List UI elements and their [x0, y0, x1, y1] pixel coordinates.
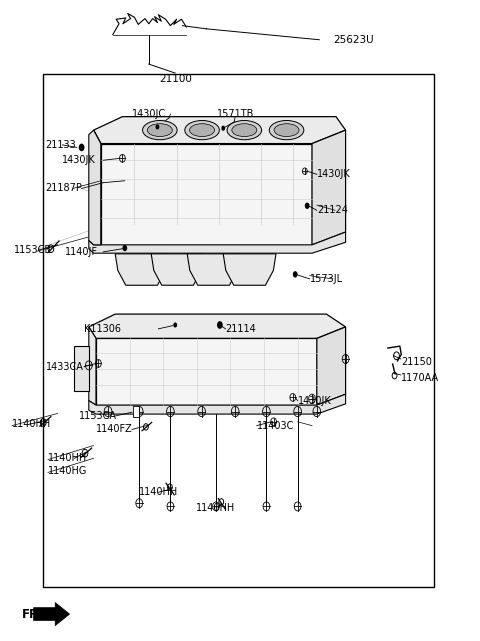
Polygon shape — [187, 254, 240, 285]
Circle shape — [293, 271, 298, 278]
Text: 25623U: 25623U — [334, 35, 374, 45]
Circle shape — [122, 245, 127, 251]
Circle shape — [305, 203, 310, 209]
Text: 1153CB: 1153CB — [14, 245, 52, 255]
Text: 1430JK: 1430JK — [317, 169, 350, 179]
Polygon shape — [223, 254, 276, 285]
Ellipse shape — [274, 124, 299, 137]
Text: K11306: K11306 — [84, 324, 121, 334]
Polygon shape — [89, 314, 346, 338]
Bar — [43, 74, 434, 587]
Polygon shape — [101, 144, 312, 245]
Circle shape — [173, 322, 177, 328]
Polygon shape — [94, 117, 346, 144]
Ellipse shape — [227, 121, 262, 140]
Ellipse shape — [185, 121, 219, 140]
Polygon shape — [94, 130, 101, 245]
Ellipse shape — [143, 121, 177, 140]
Circle shape — [217, 321, 223, 329]
Polygon shape — [115, 254, 168, 285]
Text: FR.: FR. — [22, 608, 44, 620]
Ellipse shape — [269, 121, 304, 140]
Text: 1140HG: 1140HG — [48, 466, 87, 476]
Text: 1140HH: 1140HH — [196, 503, 236, 513]
Polygon shape — [89, 232, 346, 253]
Polygon shape — [133, 406, 139, 417]
Text: 21150: 21150 — [401, 357, 432, 367]
Text: 1153CA: 1153CA — [79, 411, 117, 421]
Circle shape — [79, 144, 84, 151]
Text: 21100: 21100 — [159, 74, 192, 85]
Text: 1140HH: 1140HH — [139, 487, 178, 497]
Text: 1170AA: 1170AA — [401, 373, 439, 383]
Text: 1140HH: 1140HH — [48, 453, 87, 463]
Circle shape — [156, 124, 159, 129]
Text: 11403C: 11403C — [257, 420, 294, 431]
Polygon shape — [74, 346, 89, 391]
Polygon shape — [151, 254, 204, 285]
Text: 1430JK: 1430JK — [62, 155, 96, 165]
Polygon shape — [96, 338, 317, 405]
Text: 1140JF: 1140JF — [65, 247, 98, 257]
Polygon shape — [89, 394, 346, 414]
Ellipse shape — [232, 124, 257, 137]
Text: 21114: 21114 — [226, 324, 256, 334]
Polygon shape — [317, 327, 346, 405]
Text: 1430JC: 1430JC — [132, 109, 166, 119]
Text: 1140FZ: 1140FZ — [96, 424, 133, 435]
Text: 1573JL: 1573JL — [310, 274, 343, 284]
Text: 21187P: 21187P — [46, 183, 83, 194]
Text: 21124: 21124 — [317, 205, 348, 215]
Text: 1433CA: 1433CA — [46, 362, 84, 372]
Polygon shape — [89, 130, 101, 245]
Polygon shape — [34, 603, 70, 626]
Polygon shape — [89, 327, 96, 405]
Text: 1430JK: 1430JK — [298, 395, 331, 406]
Text: 21133: 21133 — [46, 140, 76, 150]
Ellipse shape — [190, 124, 215, 137]
Polygon shape — [312, 130, 346, 245]
Ellipse shape — [147, 124, 172, 137]
Text: 1571TB: 1571TB — [216, 109, 254, 119]
Text: 1140HH: 1140HH — [12, 419, 51, 429]
Circle shape — [221, 126, 225, 131]
